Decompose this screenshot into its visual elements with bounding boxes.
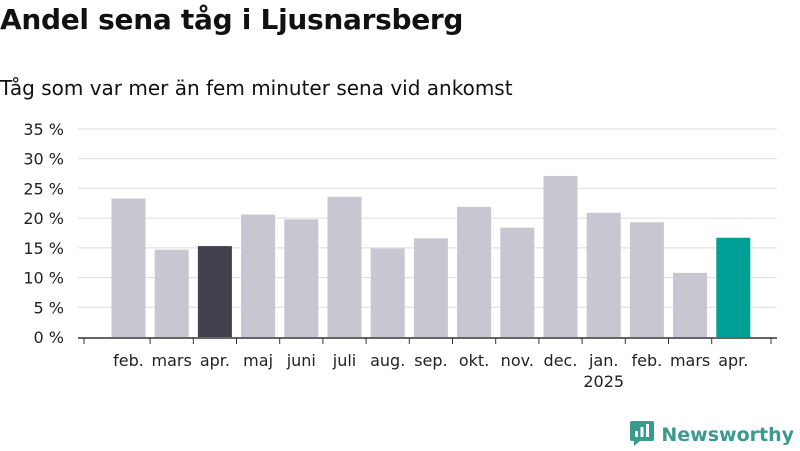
x-tick-label: mars [152,351,192,370]
bar [543,175,578,337]
y-tick-label: 35 % [23,120,64,139]
bar [457,206,492,337]
bar [111,198,146,337]
y-tick-label: 30 % [23,150,64,169]
x-year-label: 2025 [583,372,624,391]
x-tick-label: aug. [370,351,405,370]
bar [586,212,621,337]
bar [197,246,232,337]
x-tick-label: okt. [459,351,489,370]
y-tick-label: 10 % [23,269,64,288]
chart-title: Andel sena tåg i Ljusnarsberg [0,3,464,36]
bar [154,249,189,337]
chart-subtitle: Tåg som var mer än fem minuter sena vid … [0,76,513,100]
x-tick-label: maj [243,351,273,370]
x-tick-label: jan. [588,351,618,370]
y-tick-label: 5 % [34,298,64,317]
x-tick-label: feb. [113,351,144,370]
x-tick-label: juli [332,351,356,370]
x-tick-label: dec. [544,351,578,370]
bar [284,219,319,337]
x-tick-label: nov. [501,351,534,370]
bar [629,222,664,337]
newsworthy-logo-icon [629,419,655,451]
bar [413,238,448,337]
bar [500,227,535,337]
bar [716,237,751,337]
y-tick-label: 20 % [23,209,64,228]
x-tick-label: juni [286,351,316,370]
bar [673,272,708,337]
bar-chart: 0 %5 %10 %15 %20 %25 %30 %35 %feb. mars ap… [23,120,777,391]
x-tick-label: feb. [632,351,663,370]
x-tick-label: mars [670,351,710,370]
y-tick-label: 25 % [23,179,64,198]
y-tick-label: 0 % [34,328,64,347]
bar [327,196,362,337]
bar [370,248,405,337]
x-tick-label: apr. [200,351,230,370]
brand-name: Newsworthy [661,424,794,446]
y-tick-label: 15 % [23,239,64,258]
x-tick-label: apr. [718,351,748,370]
brand-logo: Newsworthy [629,420,794,450]
bar [241,214,276,337]
x-tick-label: sep. [414,351,447,370]
